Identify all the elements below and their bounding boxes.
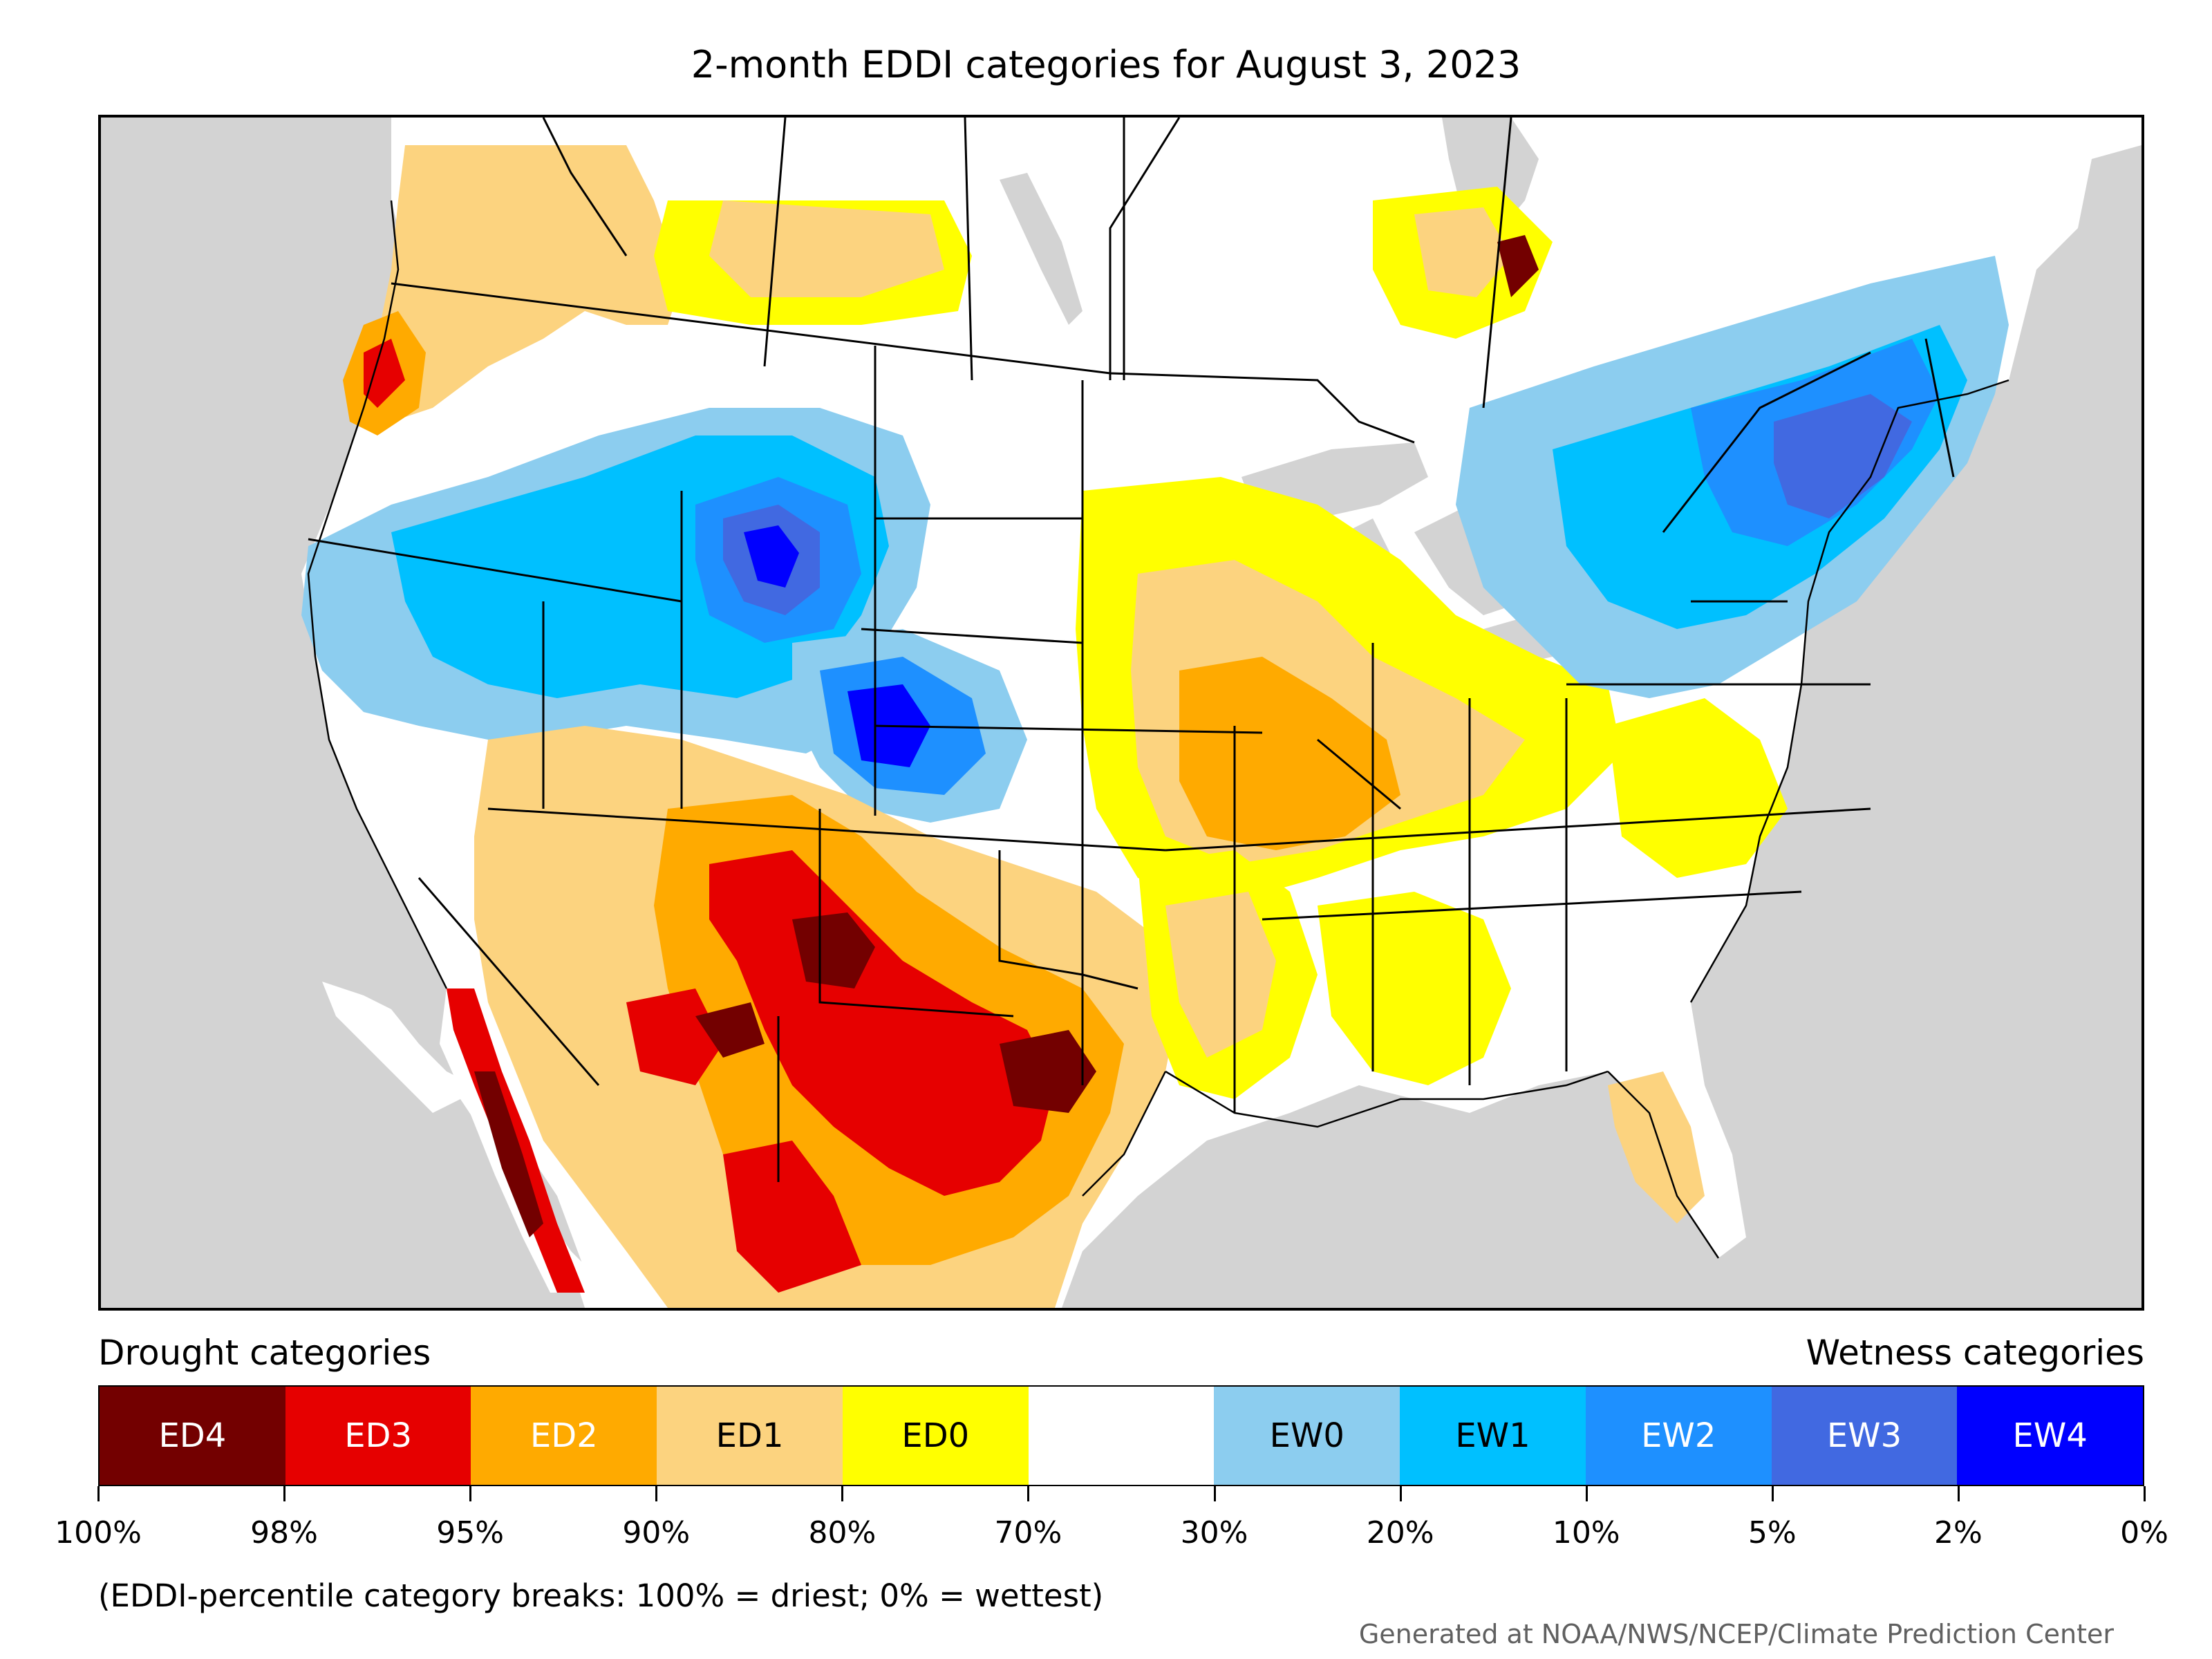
colorbar-tick-label: 10% [1552,1515,1620,1550]
map-frame [98,115,2144,1311]
colorbar-tick [655,1486,658,1501]
wetness-categories-heading: Wetness categories [1806,1333,2144,1373]
colorbar-tick-label: 0% [2120,1515,2168,1550]
eddi-patches [301,145,2009,1308]
colorbar-cell-ed0: ED0 [842,1387,1029,1485]
colorbar-tick-label: 98% [250,1515,318,1550]
colorbar-tick [1213,1486,1216,1501]
drought-categories-heading: Drought categories [98,1333,431,1373]
colorbar-tick-label: 80% [808,1515,877,1550]
colorbar-tick-label: 5% [1747,1515,1797,1550]
colorbar-cell-ew1: EW1 [1400,1387,1586,1485]
colorbar-cell-ew4: EW4 [1957,1387,2144,1485]
colorbar-tick [283,1486,286,1501]
map-title: 2-month EDDI categories for August 3, 20… [691,43,1521,86]
colorbar-tick-label: 90% [622,1515,691,1550]
colorbar-tick-label: 70% [994,1515,1062,1550]
colorbar-cell-ew2: EW2 [1585,1387,1772,1485]
category-breaks-note: (EDDI-percentile category breaks: 100% =… [98,1577,1104,1614]
colorbar-cell-ed1: ED1 [657,1387,843,1485]
colorbar-cell-ed3: ED3 [285,1387,471,1485]
colorbar-tick [97,1486,100,1501]
colorbar-tick-label: 30% [1180,1515,1248,1550]
colorbar-tick [1585,1486,1588,1501]
colorbar-cell-ed4: ED4 [100,1387,285,1485]
colorbar-tick [469,1486,472,1501]
colorbar-tick [2144,1486,2146,1501]
colorbar-cell-ed2: ED2 [471,1387,657,1485]
colorbar-cell-neutral [1028,1387,1215,1485]
colorbar-tick-label: 20% [1366,1515,1434,1550]
colorbar-cell-ew3: EW3 [1771,1387,1958,1485]
colorbar-tick-label: 100% [55,1515,142,1550]
colorbar-tick [841,1486,844,1501]
eddi-map [101,118,2141,1308]
colorbar-tick [1399,1486,1402,1501]
borders [308,118,1955,1182]
category-colorbar: ED4 ED3 ED2 ED1 ED0 EW0 EW1 EW2 EW3 EW4 [98,1385,2144,1486]
colorbar-tick-label: 2% [1934,1515,1983,1550]
colorbar-tick-label: 95% [436,1515,505,1550]
colorbar-ticks [97,1486,2146,1507]
coastline [307,200,2009,1259]
colorbar-tick [1771,1486,1774,1501]
colorbar-cell-ew0: EW0 [1214,1387,1400,1485]
credit-line: Generated at NOAA/NWS/NCEP/Climate Predi… [1358,1619,2114,1649]
colorbar-tick [1957,1486,1960,1501]
colorbar-tick [1027,1486,1030,1501]
